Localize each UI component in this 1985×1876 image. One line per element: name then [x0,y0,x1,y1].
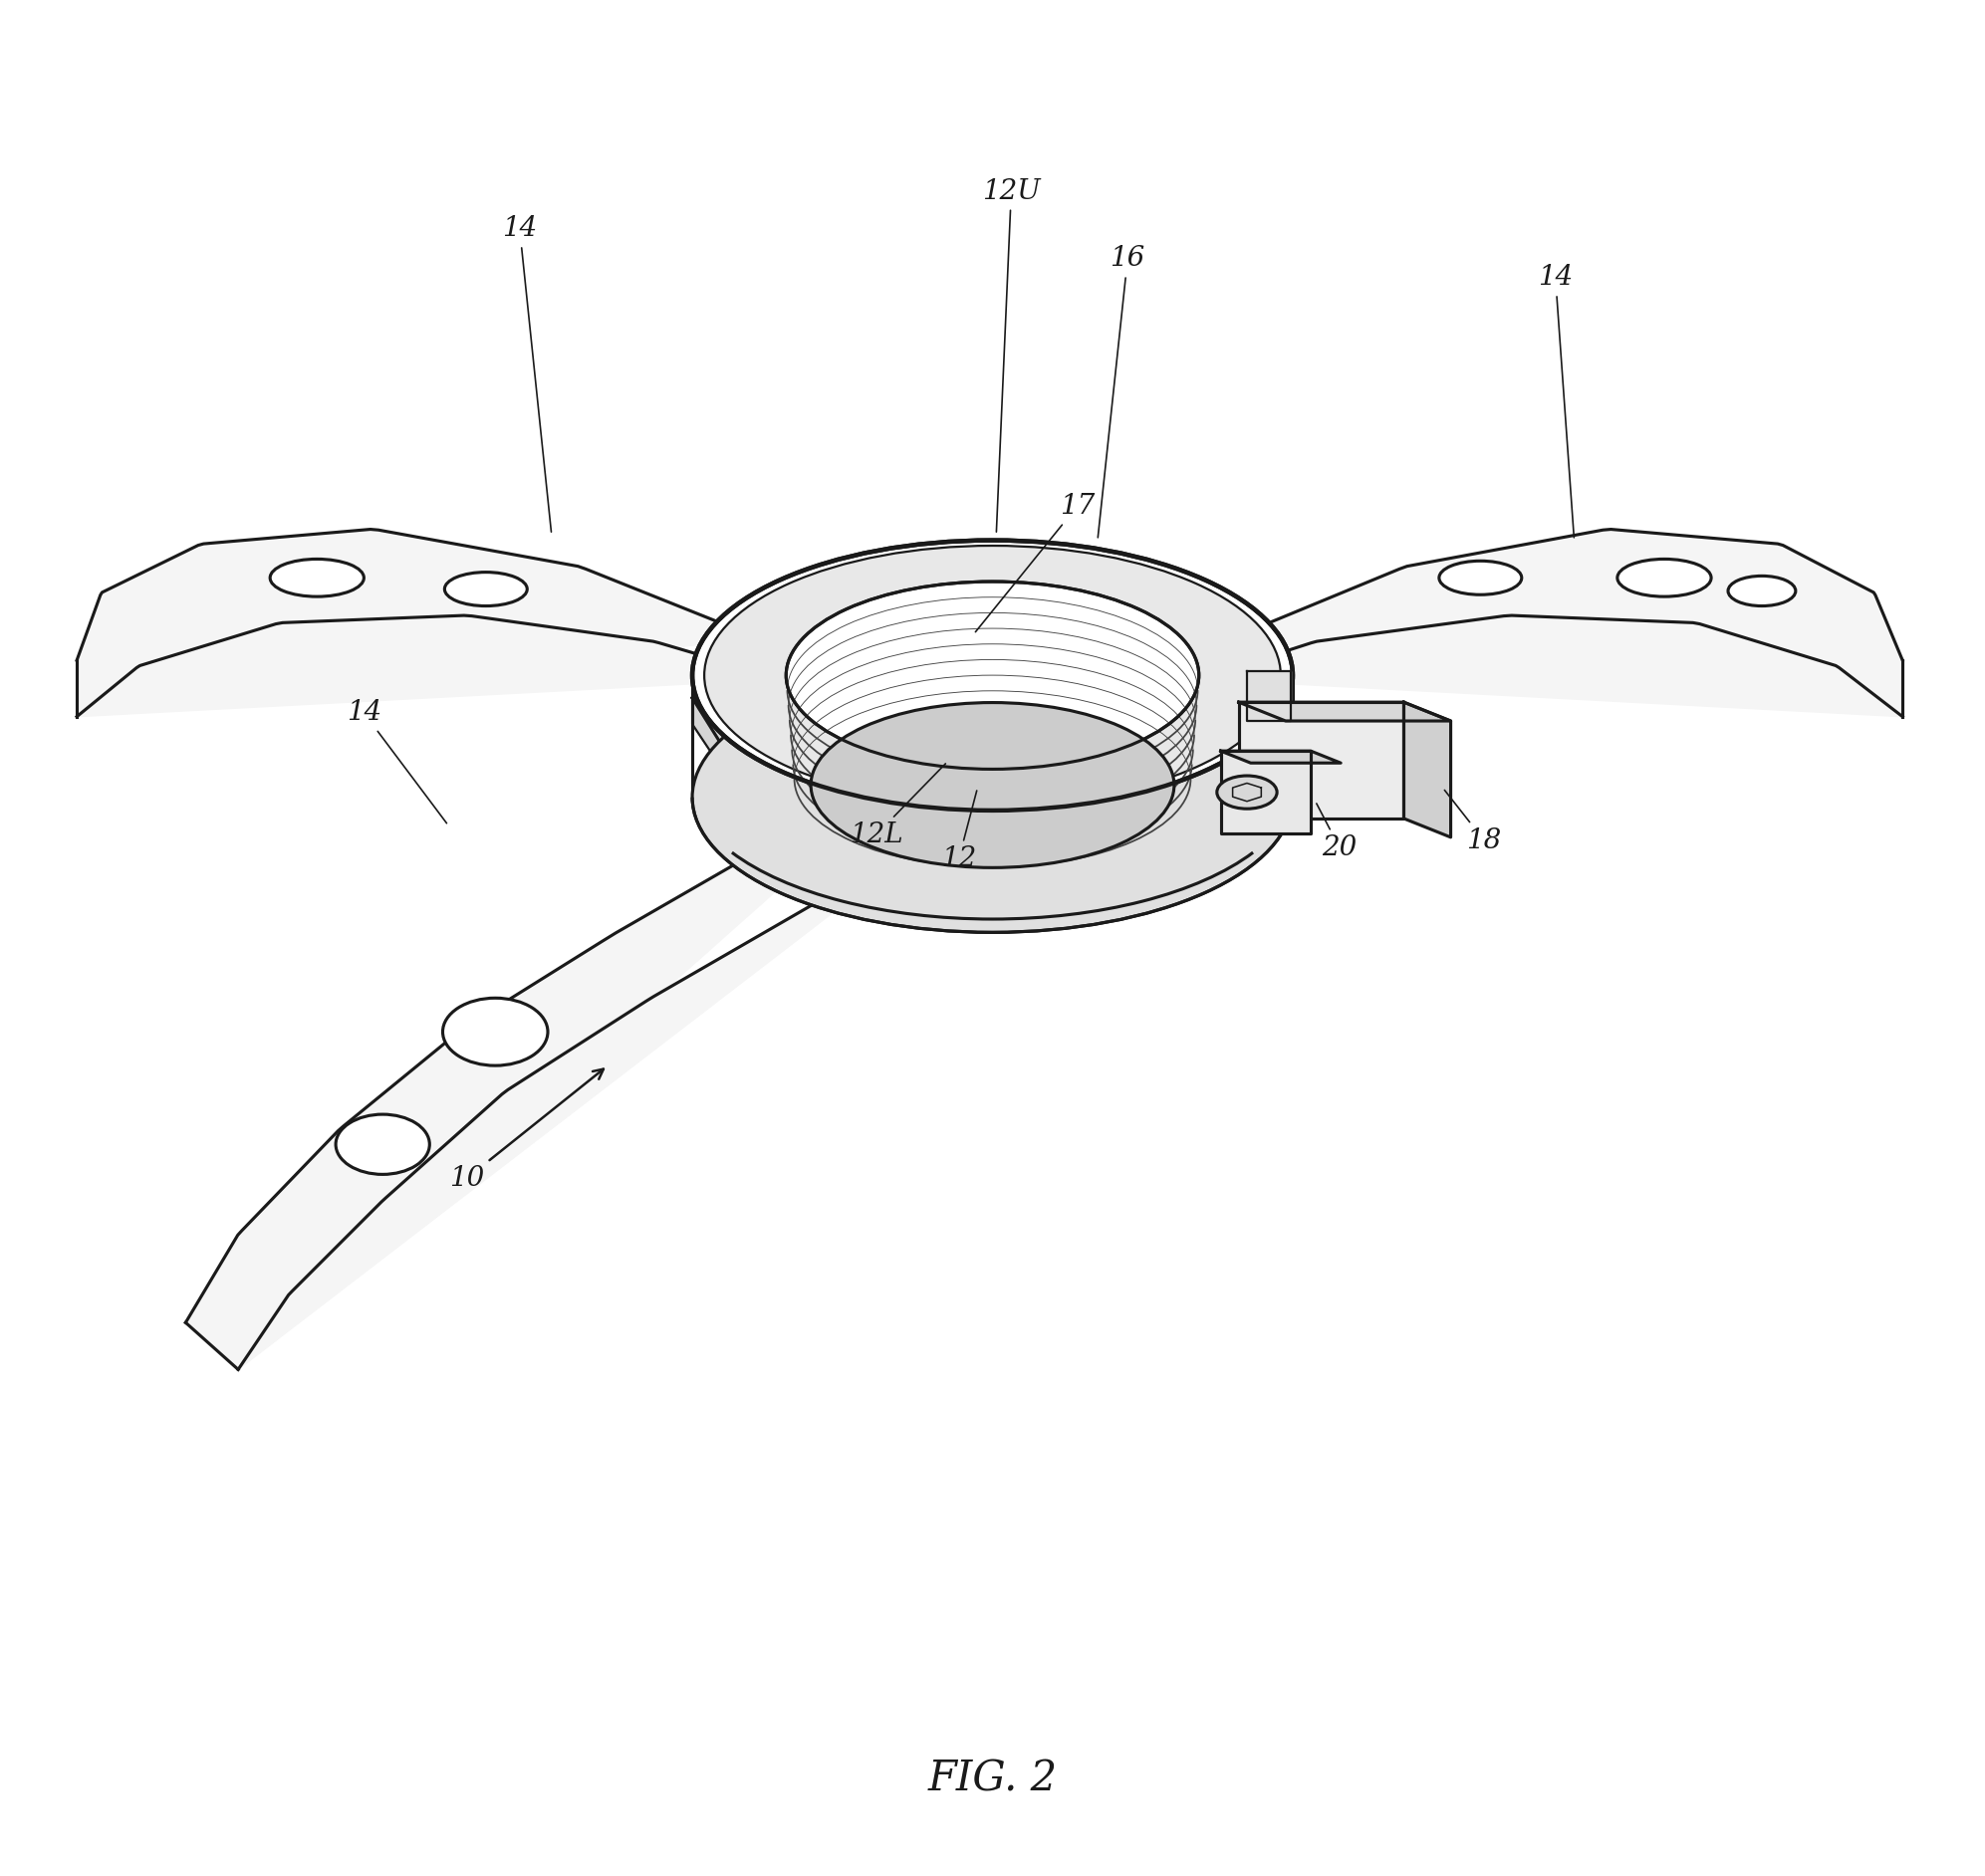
Polygon shape [1221,750,1340,764]
Text: 14: 14 [502,216,552,533]
Text: 17: 17 [975,493,1094,632]
Ellipse shape [1729,576,1796,606]
Ellipse shape [335,1114,429,1174]
Polygon shape [1221,750,1310,833]
Ellipse shape [270,559,363,597]
Polygon shape [77,529,782,717]
Polygon shape [693,698,1292,799]
Ellipse shape [705,546,1280,805]
Text: 12: 12 [941,790,977,872]
Polygon shape [1247,672,1290,720]
Text: 14: 14 [1538,265,1574,538]
Polygon shape [1239,702,1451,720]
Ellipse shape [786,582,1199,769]
Text: 12L: 12L [850,764,945,848]
Text: 16: 16 [1098,246,1145,538]
Ellipse shape [810,704,1175,867]
Polygon shape [693,627,1292,777]
Polygon shape [1239,702,1403,818]
Ellipse shape [1439,561,1522,595]
Text: 12U: 12U [983,178,1040,533]
Ellipse shape [693,540,1292,810]
Text: 14: 14 [345,700,447,824]
Text: 18: 18 [1445,790,1503,854]
Text: 10: 10 [449,1069,603,1191]
Ellipse shape [1217,777,1276,809]
Polygon shape [1199,529,1902,717]
Polygon shape [1403,702,1451,837]
Ellipse shape [443,998,548,1066]
Ellipse shape [1618,559,1711,597]
Text: FIG. 2: FIG. 2 [927,1758,1058,1799]
Text: 20: 20 [1316,803,1358,861]
Polygon shape [187,762,951,1369]
Ellipse shape [445,572,528,606]
Ellipse shape [693,662,1292,932]
